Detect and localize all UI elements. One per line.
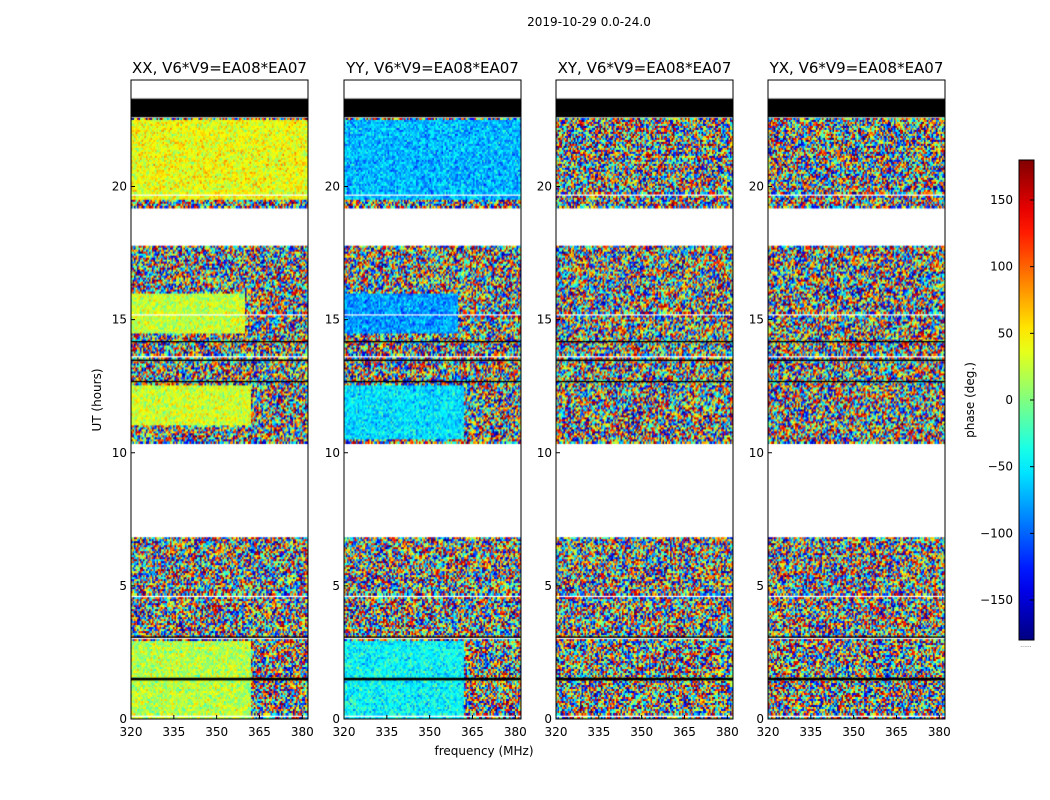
- y-tick-label-0-1: 5: [119, 579, 127, 593]
- colorbar-tick-label-3: 0: [1005, 393, 1013, 407]
- y-tick-label-0-2: 10: [112, 446, 127, 460]
- colorbar-tick-label-4: 50: [998, 326, 1013, 340]
- panel-0: XX, V6*V9=EA08*EA07 320 335 350 365 380 0 5 10 15…: [112, 59, 314, 739]
- panel-frame-1: [343, 79, 522, 720]
- x-tick-label-0-3: 365: [248, 725, 271, 739]
- panel-title-0: XX, V6*V9=EA08*EA07: [132, 59, 307, 77]
- colorbar-tick-label-1: −100: [980, 526, 1013, 540]
- panel-title-1: YY, V6*V9=EA08*EA07: [345, 59, 519, 77]
- x-tick-label-1-3: 365: [461, 725, 484, 739]
- y-tick-label-2-0: 0: [544, 712, 552, 726]
- x-tick-label-3-3: 365: [885, 725, 908, 739]
- y-tick-label-2-3: 15: [537, 313, 552, 327]
- y-tick-label-1-3: 15: [325, 313, 340, 327]
- colorbar-tick-label-5: 100: [990, 260, 1013, 274]
- figure-suptitle: 2019-10-29 0.0-24.0: [527, 15, 651, 29]
- panel-3: YX, V6*V9=EA08*EA07 320 335 350 365 380 0 5 10 15…: [749, 59, 951, 739]
- y-tick-label-0-4: 20: [112, 180, 127, 194]
- y-tick-label-1-2: 10: [325, 446, 340, 460]
- y-tick-label-2-2: 10: [537, 446, 552, 460]
- x-tick-label-1-0: 320: [333, 725, 356, 739]
- y-tick-label-1-4: 20: [325, 180, 340, 194]
- x-axis-label: frequency (MHz): [434, 744, 533, 758]
- y-tick-label-3-2: 10: [749, 446, 764, 460]
- colorbar-tick-label-0: −150: [980, 593, 1013, 607]
- x-tick-label-2-0: 320: [545, 725, 568, 739]
- panel-heatmap-0: [131, 80, 308, 719]
- x-tick-label-1-1: 335: [375, 725, 398, 739]
- x-tick-label-0-2: 350: [205, 725, 228, 739]
- x-tick-label-0-4: 380: [291, 725, 314, 739]
- panel-title-2: XY, V6*V9=EA08*EA07: [558, 59, 732, 77]
- colorbar-tick-label-6: 150: [990, 193, 1013, 207]
- x-tick-label-2-4: 380: [716, 725, 739, 739]
- panel-1: YY, V6*V9=EA08*EA07 320 335 350 365 380 0 5 10 15…: [325, 59, 527, 739]
- y-tick-label-3-4: 20: [749, 180, 764, 194]
- y-tick-label-1-1: 5: [332, 579, 340, 593]
- x-tick-label-2-3: 365: [673, 725, 696, 739]
- x-tick-label-3-1: 335: [799, 725, 822, 739]
- panel-heatmap-2: [556, 80, 733, 719]
- panel-title-3: YX, V6*V9=EA08*EA07: [769, 59, 944, 77]
- x-tick-label-3-4: 380: [928, 725, 951, 739]
- x-tick-label-0-0: 320: [120, 725, 143, 739]
- colorbar-label: phase (deg.): [963, 362, 977, 438]
- y-tick-label-0-3: 15: [112, 313, 127, 327]
- panels-group: XX, V6*V9=EA08*EA07 320 335 350 365 380 0 5 10 15…: [112, 59, 951, 739]
- colorbar-footnote: ......: [1020, 642, 1032, 649]
- y-tick-label-2-1: 5: [544, 579, 552, 593]
- y-axis-label: UT (hours): [90, 368, 104, 431]
- x-tick-label-2-2: 350: [630, 725, 653, 739]
- panel-heatmap-1: [344, 80, 521, 719]
- x-tick-label-3-0: 320: [757, 725, 780, 739]
- panel-frame-3: [767, 79, 946, 720]
- x-tick-label-3-2: 350: [842, 725, 865, 739]
- y-tick-label-3-3: 15: [749, 313, 764, 327]
- x-tick-label-0-1: 335: [162, 725, 185, 739]
- y-tick-label-0-0: 0: [119, 712, 127, 726]
- x-tick-label-1-2: 350: [418, 725, 441, 739]
- x-tick-label-1-4: 380: [504, 725, 527, 739]
- y-tick-label-1-0: 0: [332, 712, 340, 726]
- panel-frame-2: [555, 79, 734, 720]
- colorbar: −150 −100 −50 0 50 100 150: [980, 159, 1035, 641]
- colorbar-tick-label-2: −50: [988, 460, 1013, 474]
- y-tick-label-3-1: 5: [756, 579, 764, 593]
- y-tick-label-2-4: 20: [537, 180, 552, 194]
- panel-2: XY, V6*V9=EA08*EA07 320 335 350 365 380 0 5 10 15…: [537, 59, 739, 739]
- y-tick-label-3-0: 0: [756, 712, 764, 726]
- panel-frame-0: [130, 79, 309, 720]
- x-tick-label-2-1: 335: [587, 725, 610, 739]
- panel-heatmap-3: [768, 80, 945, 719]
